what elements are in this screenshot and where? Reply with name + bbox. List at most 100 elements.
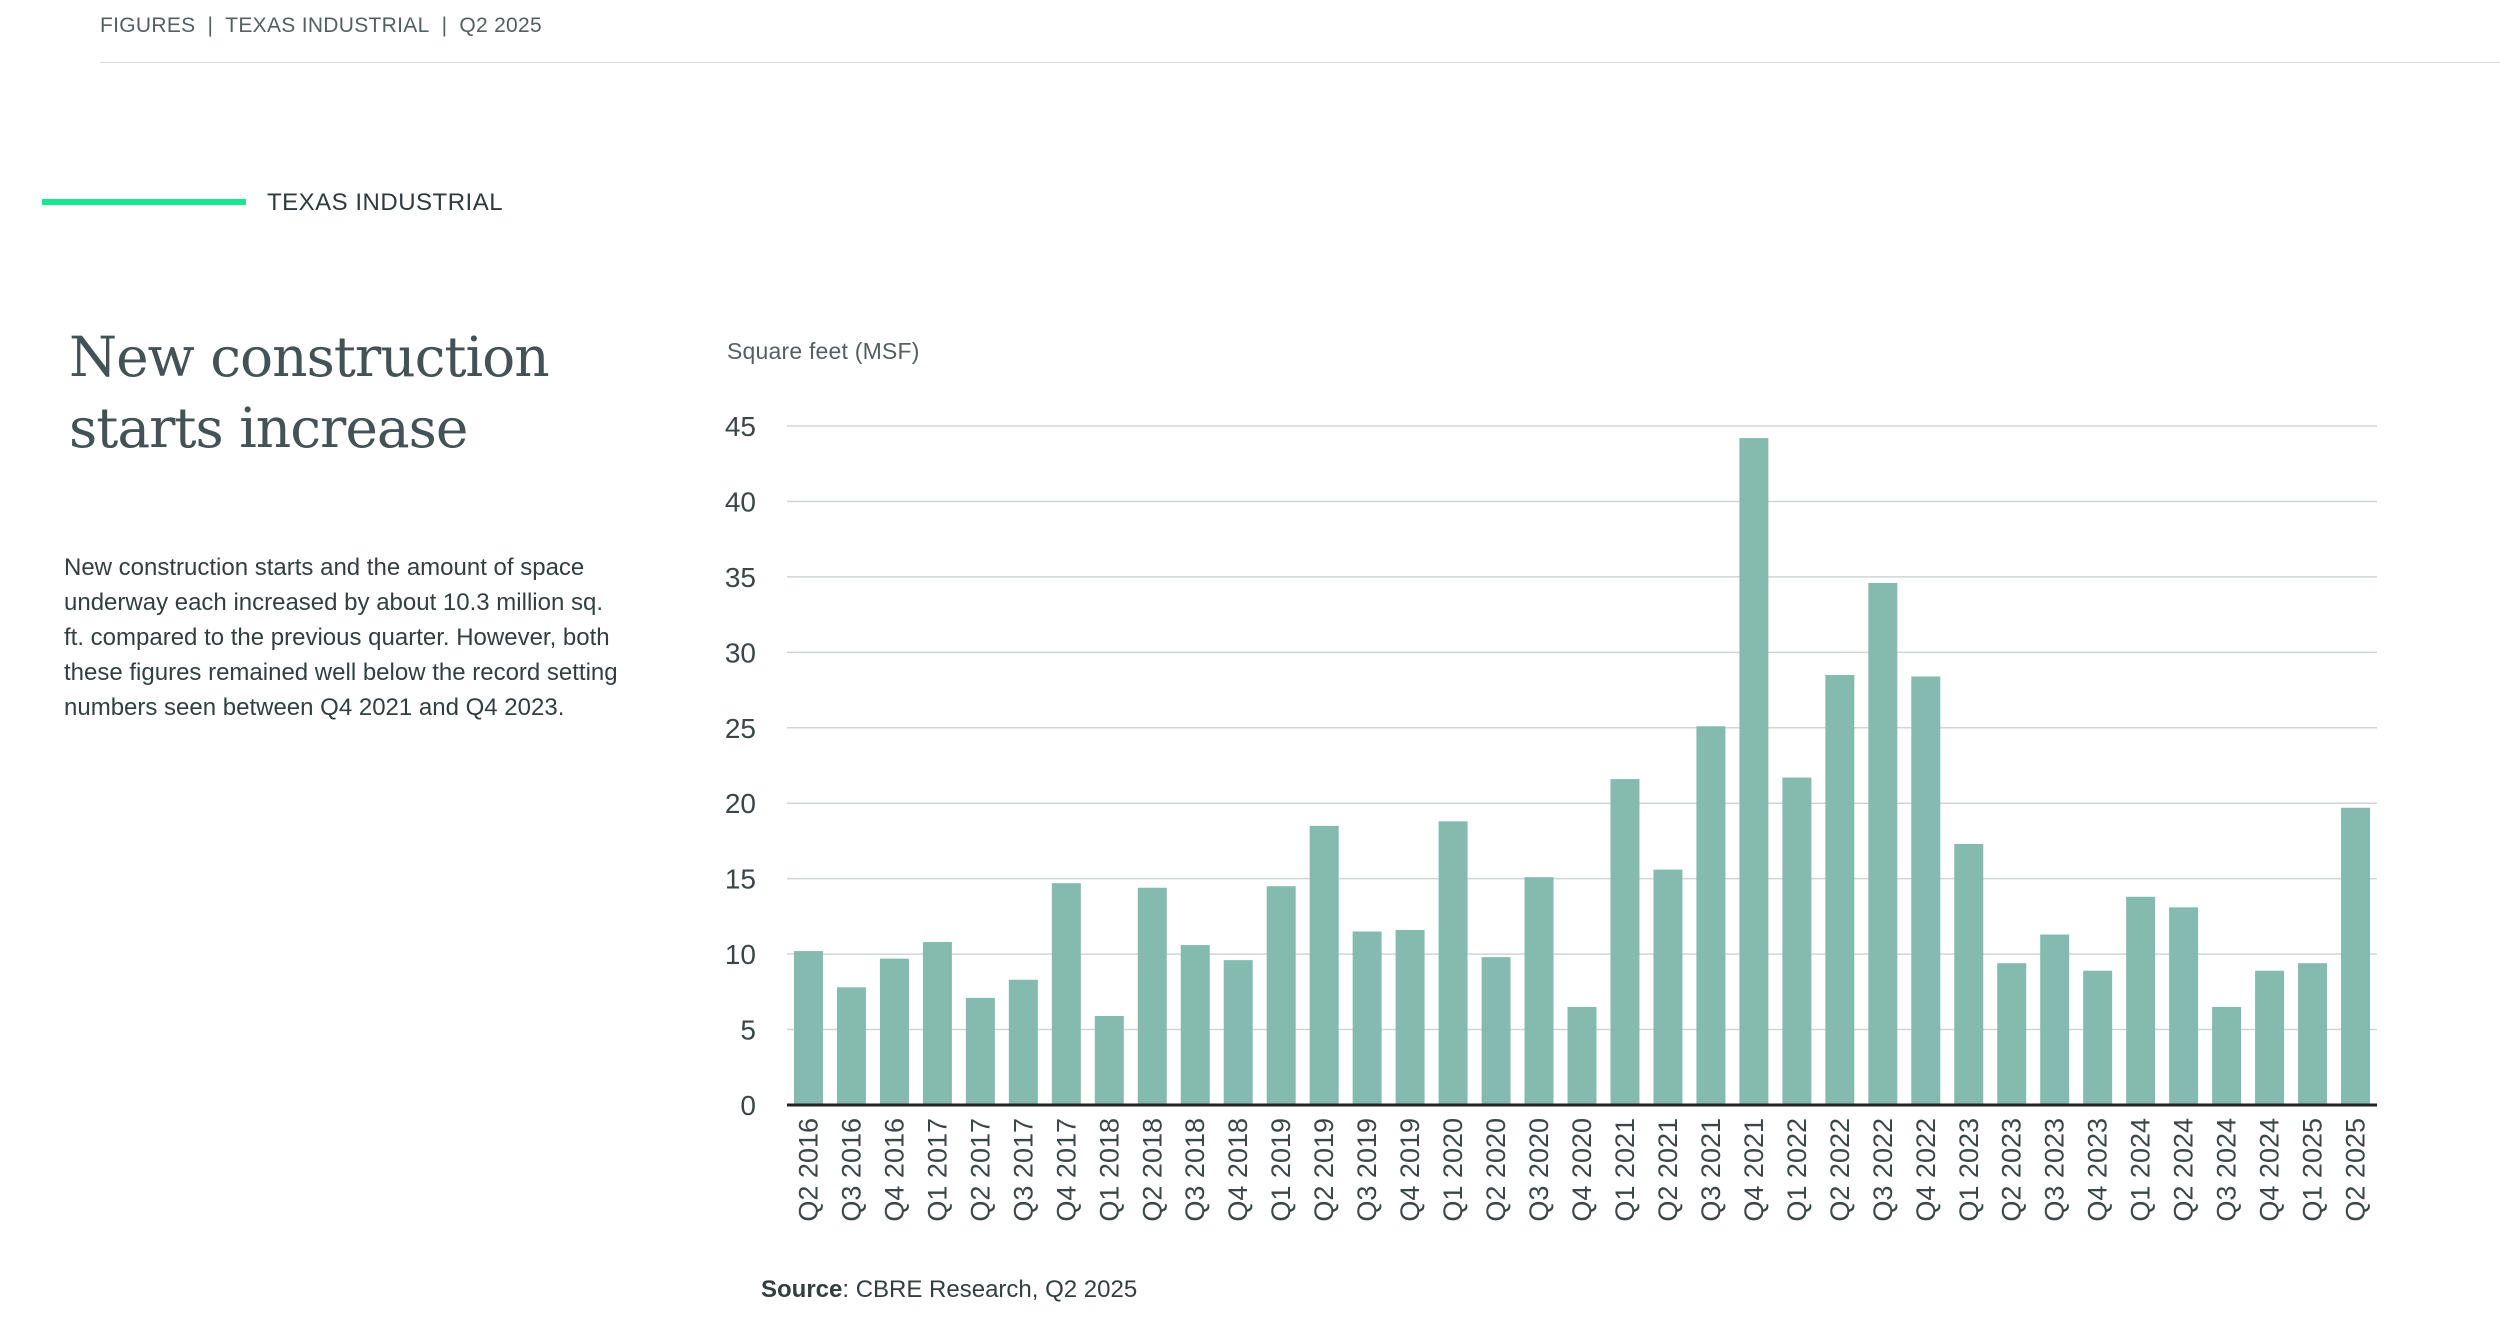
bar <box>1266 886 1296 1105</box>
x-tick-label: Q4 2021 <box>1739 1118 1769 1222</box>
x-tick-label: Q1 2024 <box>2126 1118 2156 1222</box>
x-tick-label: Q2 2016 <box>793 1118 823 1222</box>
y-tick-label: 15 <box>725 864 756 895</box>
bar <box>1008 979 1038 1105</box>
x-tick-label: Q1 2018 <box>1094 1118 1124 1222</box>
bar <box>1395 929 1425 1105</box>
body-paragraph: New construction starts and the amount o… <box>64 554 618 721</box>
x-tick-label: Q3 2022 <box>1868 1118 1898 1222</box>
bar <box>1352 931 1382 1105</box>
bar <box>1223 960 1253 1105</box>
x-tick-label: Q4 2017 <box>1051 1118 1081 1222</box>
bar <box>2212 1006 2242 1105</box>
header-divider <box>100 62 2500 63</box>
bar <box>1051 883 1081 1105</box>
x-tick-label: Q1 2022 <box>1782 1118 1812 1222</box>
bar <box>836 987 866 1105</box>
x-tick-label: Q2 2025 <box>2341 1118 2371 1222</box>
bar <box>1137 887 1167 1105</box>
bar <box>2298 963 2328 1105</box>
y-tick-label: 40 <box>725 486 756 517</box>
breadcrumb-item: FIGURES <box>100 14 196 37</box>
bar <box>2341 807 2371 1105</box>
y-tick-label: 10 <box>725 939 756 970</box>
bar <box>2083 970 2113 1105</box>
page-title-line: New construction <box>69 325 550 389</box>
x-tick-label: Q2 2021 <box>1653 1118 1683 1222</box>
bar <box>965 997 995 1105</box>
bar <box>1911 676 1941 1105</box>
x-tick-label: Q3 2023 <box>2040 1118 2070 1222</box>
bar <box>922 942 952 1105</box>
bar <box>1094 1015 1124 1105</box>
bar <box>1481 957 1511 1105</box>
breadcrumb-item: TEXAS INDUSTRIAL <box>225 14 430 37</box>
bar <box>1610 779 1640 1105</box>
bar <box>1997 963 2027 1105</box>
breadcrumb-separator: | <box>207 14 214 37</box>
breadcrumb-item: Q2 2025 <box>459 14 542 37</box>
x-tick-label: Q2 2022 <box>1825 1118 1855 1222</box>
x-tick-label: Q3 2020 <box>1524 1118 1554 1222</box>
x-tick-label: Q1 2019 <box>1266 1118 1296 1222</box>
bar <box>2255 970 2285 1105</box>
bar <box>1868 582 1898 1105</box>
chart-source: Source: CBRE Research, Q2 2025 <box>761 1276 1137 1304</box>
x-tick-label: Q3 2016 <box>836 1118 866 1222</box>
x-tick-label: Q4 2023 <box>2083 1118 2113 1222</box>
chart-units-label: Square feet (MSF) <box>727 338 920 364</box>
source-label: Source <box>761 1276 843 1303</box>
section-label: TEXAS INDUSTRIAL <box>267 189 504 216</box>
bar <box>1825 674 1855 1105</box>
x-tick-label: Q3 2018 <box>1180 1118 1210 1222</box>
bar <box>2169 907 2199 1105</box>
bar <box>1438 821 1468 1105</box>
source-text: : CBRE Research, Q2 2025 <box>842 1276 1138 1303</box>
x-tick-label: Q2 2018 <box>1137 1118 1167 1222</box>
x-tick-label: Q2 2023 <box>1997 1118 2027 1222</box>
x-tick-label: Q4 2024 <box>2255 1118 2285 1222</box>
bar <box>2040 934 2070 1105</box>
x-tick-label: Q4 2020 <box>1567 1118 1597 1222</box>
x-tick-label: Q3 2019 <box>1352 1118 1382 1222</box>
y-tick-label: 45 <box>725 411 756 442</box>
y-tick-label: 25 <box>725 713 756 744</box>
bar <box>1567 1006 1597 1105</box>
bar <box>1696 726 1726 1105</box>
x-tick-label: Q4 2016 <box>879 1118 909 1222</box>
x-tick-label: Q1 2020 <box>1438 1118 1468 1222</box>
bar <box>2126 896 2156 1105</box>
bar <box>1782 777 1812 1105</box>
x-tick-label: Q3 2017 <box>1008 1118 1038 1222</box>
page-title-line: starts increase <box>69 396 468 460</box>
x-tick-label: Q2 2019 <box>1309 1118 1339 1222</box>
bar <box>879 958 909 1105</box>
page-title: New construction starts increase <box>69 322 589 464</box>
y-tick-label: 35 <box>725 562 756 593</box>
x-tick-label: Q4 2018 <box>1223 1118 1253 1222</box>
y-tick-label: 20 <box>725 788 756 819</box>
x-tick-label: Q1 2025 <box>2298 1118 2328 1222</box>
x-tick-label: Q2 2017 <box>965 1118 995 1222</box>
y-tick-label: 0 <box>740 1090 756 1121</box>
x-tick-label: Q1 2017 <box>922 1118 952 1222</box>
x-tick-label: Q2 2020 <box>1481 1118 1511 1222</box>
x-tick-label: Q4 2022 <box>1911 1118 1941 1222</box>
x-tick-label: Q2 2024 <box>2169 1118 2199 1222</box>
bar <box>1309 825 1339 1105</box>
breadcrumb: FIGURES | TEXAS INDUSTRIAL | Q2 2025 <box>100 14 542 38</box>
section-accent-bar <box>42 199 246 205</box>
bar <box>1954 843 1984 1105</box>
y-tick-label: 30 <box>725 637 756 668</box>
breadcrumb-separator: | <box>441 14 448 37</box>
x-tick-label: Q1 2023 <box>1954 1118 1984 1222</box>
x-tick-label: Q1 2021 <box>1610 1118 1640 1222</box>
bar <box>793 951 823 1105</box>
x-tick-label: Q4 2019 <box>1395 1118 1425 1222</box>
bar <box>1739 438 1769 1105</box>
x-tick-label: Q3 2024 <box>2212 1118 2242 1222</box>
bar <box>1180 945 1210 1105</box>
y-tick-label: 5 <box>740 1015 756 1046</box>
bar <box>1524 877 1554 1105</box>
